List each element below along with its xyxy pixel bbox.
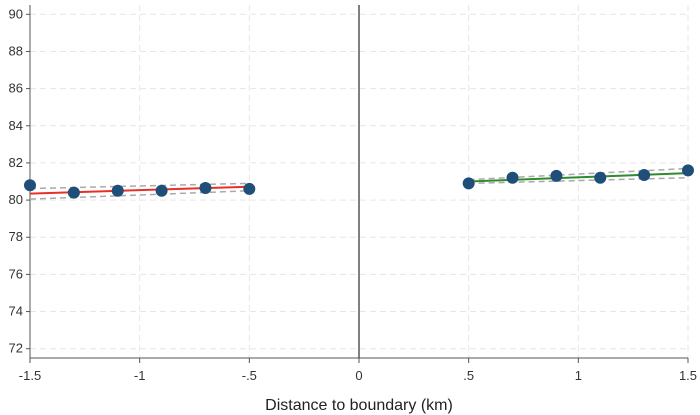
data-point-left bbox=[199, 182, 212, 195]
x-tick-label: 1.5 bbox=[679, 368, 697, 383]
data-point-left bbox=[155, 184, 168, 197]
fit-lines bbox=[29, 172, 689, 195]
x-axis-title: Distance to boundary (km) bbox=[265, 397, 453, 414]
data-point-left bbox=[243, 182, 256, 195]
y-tick-label: 78 bbox=[9, 229, 23, 244]
y-tick-label: 76 bbox=[9, 266, 23, 281]
y-tick-label: 84 bbox=[9, 118, 23, 133]
data-point-right bbox=[462, 177, 475, 190]
data-point-right bbox=[506, 171, 519, 184]
y-tick-label: 90 bbox=[9, 6, 23, 21]
data-point-right bbox=[682, 164, 694, 177]
axes bbox=[26, 5, 689, 363]
x-tick-label: 0 bbox=[355, 368, 362, 383]
data-point-left bbox=[67, 186, 80, 199]
y-tick-label: 82 bbox=[9, 155, 23, 170]
x-tick-label: -1.5 bbox=[19, 368, 41, 383]
data-point-left bbox=[111, 184, 124, 197]
y-tick-label: 72 bbox=[9, 341, 23, 356]
fit-line-right bbox=[468, 172, 689, 183]
data-point-right bbox=[550, 169, 563, 182]
confidence-intervals bbox=[29, 167, 689, 200]
ci-lower-line-right bbox=[468, 177, 689, 185]
ci-upper-line-left bbox=[29, 182, 250, 190]
ci-upper-line-right bbox=[468, 167, 689, 181]
data-point-right bbox=[594, 171, 607, 184]
x-tick-label: -1 bbox=[134, 368, 146, 383]
x-tick-label: 1 bbox=[575, 368, 582, 383]
data-point-right bbox=[638, 168, 651, 181]
x-tick-label: -.5 bbox=[242, 368, 257, 383]
y-tick-label: 88 bbox=[9, 43, 23, 58]
tick-labels: 72 74 76 78 80 82 84 86 88 90 -1.5 -1 -.5 0 .5 1 1.5 bbox=[9, 6, 698, 383]
y-tick-label: 86 bbox=[9, 81, 23, 96]
data-points bbox=[24, 164, 694, 199]
ci-lower-line-left bbox=[29, 190, 250, 200]
fit-line-left bbox=[29, 185, 250, 195]
x-tick-label: .5 bbox=[463, 368, 474, 383]
data-point-left bbox=[24, 179, 36, 192]
y-tick-label: 74 bbox=[9, 304, 23, 319]
y-tick-label: 80 bbox=[9, 192, 23, 207]
